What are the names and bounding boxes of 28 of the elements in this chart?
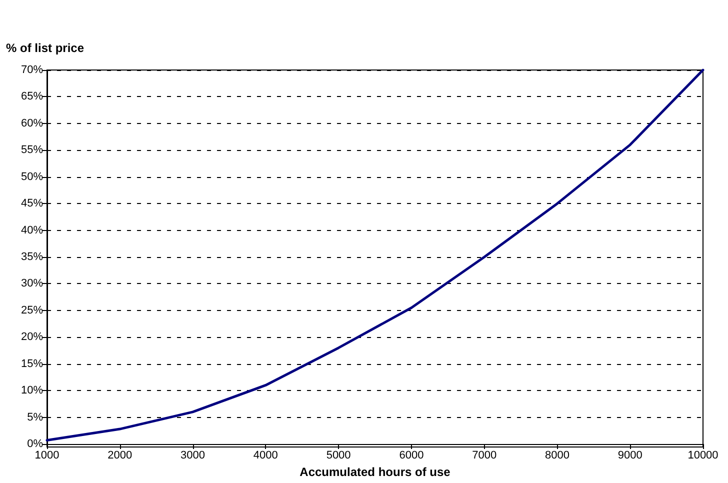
x-tick-label: 6000 (399, 450, 424, 462)
y-tick-label: 40% (20, 224, 44, 236)
y-tick-label: 25% (20, 304, 44, 316)
y-tick-label: 55% (20, 144, 44, 156)
x-tick-label: 2000 (108, 450, 132, 462)
x-tick-label: 4000 (253, 450, 278, 462)
x-tick-label: 1000 (34, 450, 60, 462)
y-tick-label: 65% (20, 90, 44, 103)
y-tick-label: 0% (27, 438, 44, 450)
x-tick-label: 8000 (544, 450, 570, 462)
y-tick-label: 30% (20, 278, 44, 290)
y-tick-label: 60% (20, 117, 44, 130)
x-tick-label: 9000 (618, 450, 642, 462)
y-tick-label: 70% (20, 64, 44, 76)
y-tick-label: 10% (20, 384, 44, 397)
y-tick-label: 5% (27, 411, 44, 424)
y-tick-label: 15% (20, 358, 44, 370)
x-axis-title: Accumulated hours of use (300, 465, 451, 479)
y-tick-label: 50% (20, 170, 44, 183)
x-tick-label: 10000 (688, 450, 718, 462)
line-series (46, 68, 704, 442)
x-tick-label: 7000 (472, 450, 497, 462)
x-tick-label: 3000 (180, 450, 206, 462)
y-tick-label: 45% (20, 198, 44, 210)
x-tick-label: 5000 (326, 450, 351, 462)
y-tick-label: 20% (20, 331, 44, 344)
y-tick-label: 35% (20, 251, 44, 263)
y-axis-title: % of list price (6, 41, 84, 55)
